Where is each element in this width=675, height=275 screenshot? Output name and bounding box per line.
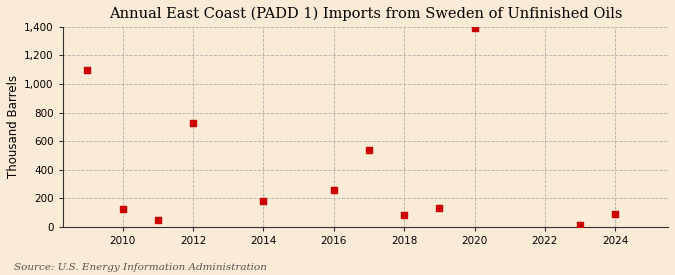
- Y-axis label: Thousand Barrels: Thousand Barrels: [7, 75, 20, 178]
- Point: [469, 26, 480, 30]
- Point: [117, 207, 128, 211]
- Point: [328, 188, 339, 192]
- Point: [188, 120, 198, 125]
- Point: [399, 213, 410, 217]
- Text: Source: U.S. Energy Information Administration: Source: U.S. Energy Information Administ…: [14, 263, 267, 272]
- Point: [574, 223, 585, 227]
- Point: [610, 212, 621, 216]
- Title: Annual East Coast (PADD 1) Imports from Sweden of Unfinished Oils: Annual East Coast (PADD 1) Imports from …: [109, 7, 622, 21]
- Point: [434, 206, 445, 211]
- Point: [258, 198, 269, 203]
- Point: [82, 67, 92, 72]
- Point: [364, 148, 375, 152]
- Point: [153, 218, 163, 222]
